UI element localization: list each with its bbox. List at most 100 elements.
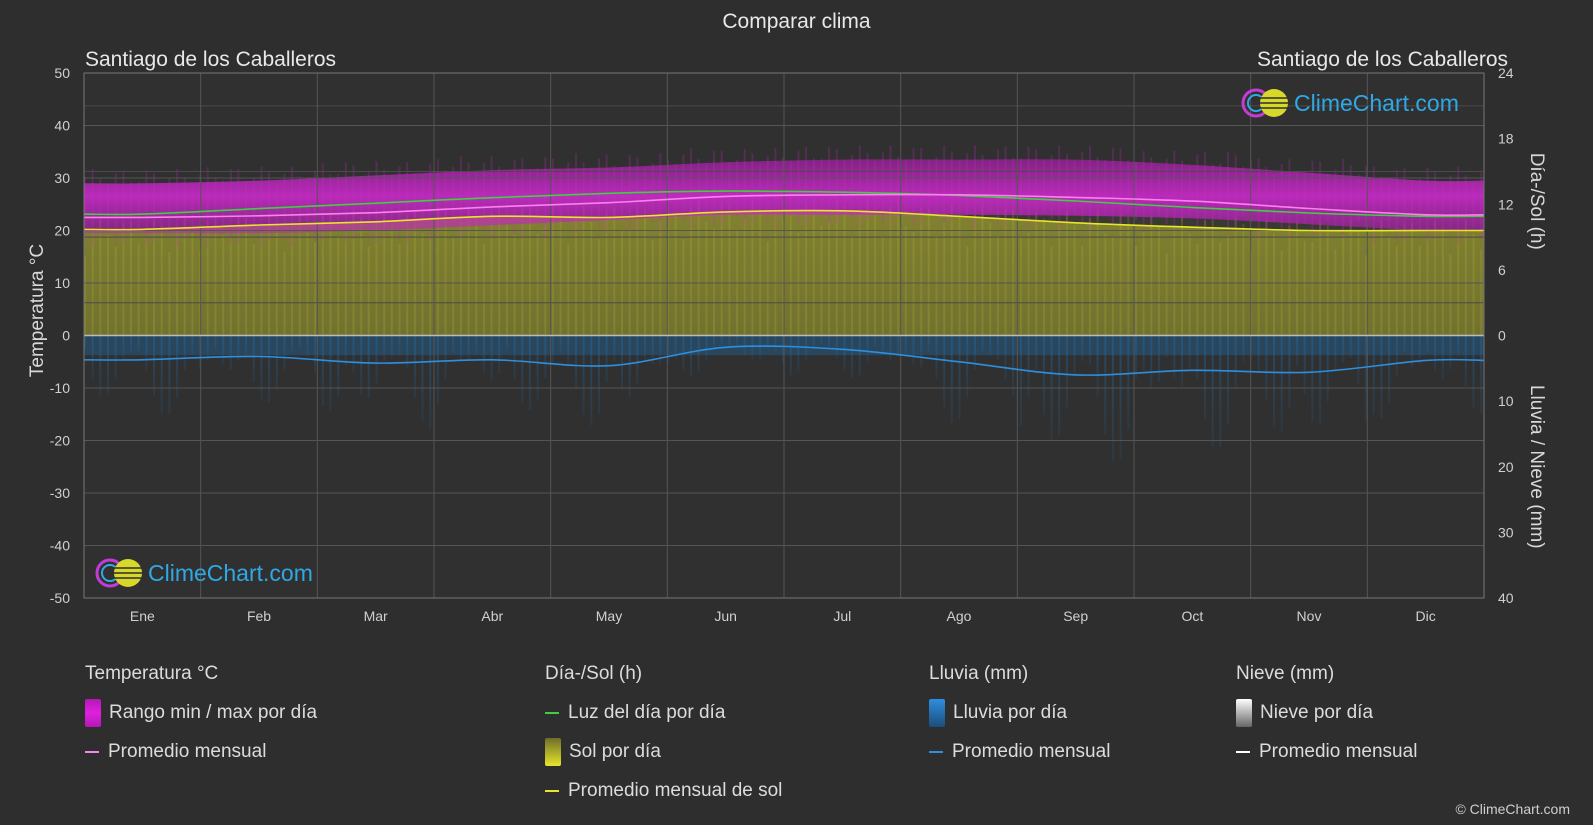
rain-day-bar [505, 335, 508, 351]
rain-day-bar [1411, 335, 1414, 368]
sunshine-day-bar [1019, 237, 1022, 336]
temperature-day-bar [1449, 175, 1452, 235]
sunshine-day-bar [1280, 250, 1283, 336]
temperature-day-bar [1342, 158, 1345, 238]
temperature-day-bar [229, 168, 232, 244]
sunshine-day-bar [805, 203, 808, 336]
sunshine-day-bar [559, 214, 562, 336]
temperature-day-bar [766, 156, 769, 220]
legend-snow-title: Nieve (mm) [1236, 663, 1335, 684]
temperature-day-bar [912, 148, 915, 226]
temperature-day-bar [927, 159, 930, 214]
x-tick-label: Jun [714, 608, 737, 624]
temperature-day-bar [206, 167, 209, 246]
sunshine-day-bar [337, 237, 340, 336]
sunshine-day-bar [398, 243, 401, 336]
rain-day-bar [943, 335, 946, 408]
temperature-day-bar [1395, 170, 1398, 241]
rain-day-bar [1165, 335, 1168, 358]
sunshine-day-bar [544, 224, 547, 336]
rain-day-bar [375, 335, 378, 384]
sunshine-day-bar [782, 199, 785, 336]
rain-day-bar [130, 335, 132, 353]
legend-rain: Lluvia (mm) Lluvia por día Promedio mens… [929, 663, 1110, 779]
climechart-logo-bottom[interactable]: ClimeChart.com [94, 556, 313, 590]
rain-day-bar [927, 335, 930, 353]
rain-day-bar [229, 335, 232, 370]
temperature-day-bar [237, 169, 240, 244]
sunshine-day-bar [1073, 225, 1076, 336]
sunshine-day-bar [904, 226, 907, 336]
temperature-day-bar [421, 175, 424, 230]
temperature-day-bar [797, 150, 800, 224]
sunshine-day-bar [644, 211, 646, 336]
rain-day-bar [874, 335, 877, 347]
rain-day-bar [1372, 335, 1375, 415]
x-tick-label: Oct [1181, 608, 1203, 624]
sunshine-day-bar [521, 208, 524, 336]
temperature-day-bar [321, 162, 324, 242]
temperature-day-bar [1334, 169, 1337, 227]
rain-day-bar [160, 335, 163, 414]
temperature-day-bar [1273, 174, 1275, 222]
rain-day-bar [659, 335, 662, 365]
y-tick-label-left: 0 [62, 328, 70, 344]
rain-day-bar [206, 335, 209, 361]
rain-day-bar [1296, 335, 1299, 366]
rain-day-bar [114, 335, 117, 380]
sunshine-day-bar [697, 200, 700, 336]
rain-day-bar [1365, 335, 1368, 423]
temperature-day-bar [789, 160, 792, 213]
sunshine-day-bar [1158, 226, 1160, 336]
rain-avg-line [83, 345, 1485, 376]
sunshine-day-bar [1296, 221, 1299, 336]
sunshine-day-bar [705, 221, 708, 336]
rain-day-bar [1119, 335, 1122, 460]
sunshine-day-bar [989, 222, 992, 336]
rain-day-bar [91, 335, 94, 379]
temperature-day-bar [145, 170, 148, 245]
rain-day-bar [475, 335, 478, 355]
temperature-day-bar [1019, 158, 1022, 216]
sunshine-day-bar [996, 236, 999, 336]
legend-sun-title: Día-/Sol (h) [545, 663, 643, 684]
sunshine-day-bar [321, 214, 324, 336]
rain-day-bar [743, 335, 746, 355]
rain-day-bar [383, 335, 386, 362]
rain-day-bar [598, 335, 600, 414]
sunshine-day-bar [1204, 220, 1206, 336]
rain-day-bar [344, 335, 347, 366]
y-tick-label-right-mm: 20 [1498, 459, 1514, 475]
sunshine-day-bar [1365, 254, 1368, 336]
rain-day-bar [1173, 335, 1176, 380]
sunshine-day-bar [1065, 211, 1068, 336]
temperature-day-bar [651, 163, 654, 223]
sunshine-day-bar [1380, 220, 1383, 336]
temperature-day-bar [551, 158, 554, 228]
temperature-day-bar [199, 174, 202, 241]
sunshine-day-bar [1188, 233, 1191, 336]
temperature-day-bar [413, 173, 416, 232]
rain-day-bar [260, 335, 263, 400]
rain-day-bar [153, 335, 155, 396]
legend-label: Promedio mensual [1259, 741, 1418, 762]
temperature-day-bar [352, 165, 355, 239]
rain-day-bar [782, 335, 785, 365]
temperature-day-bar [874, 161, 877, 213]
temperature-day-bar [659, 153, 662, 233]
sunshine-day-bar [551, 206, 554, 336]
climechart-logo-top[interactable]: ClimeChart.com [1240, 86, 1459, 120]
temperature-day-bar [989, 160, 992, 213]
temperature-day-bar [429, 163, 432, 242]
sunshine-day-bar [690, 208, 692, 336]
rain-day-bar [1188, 335, 1191, 370]
y-axis-title-left: Temperatura °C [27, 244, 48, 377]
rain-day-bar [1280, 335, 1283, 431]
temperature-day-bar [697, 159, 700, 217]
legend-label: Rango min / max por día [109, 702, 318, 723]
sunshine-day-bar [191, 231, 194, 336]
x-tick-label: Mar [364, 608, 388, 624]
temperature-day-bar [1173, 150, 1176, 232]
x-tick-label: Sep [1063, 608, 1088, 624]
